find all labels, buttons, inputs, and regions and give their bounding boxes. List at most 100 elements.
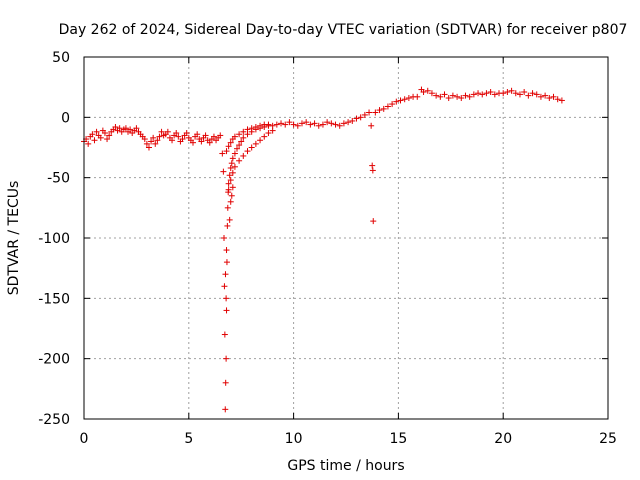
data-point — [222, 379, 229, 386]
data-point — [228, 160, 235, 167]
data-point — [91, 137, 98, 144]
data-point — [470, 91, 477, 98]
data-point — [133, 125, 140, 132]
data-point — [183, 130, 190, 137]
y-tick-label: 50 — [52, 50, 70, 66]
data-point — [152, 140, 159, 147]
y-tick-label: -50 — [47, 171, 70, 187]
data-point — [231, 150, 238, 157]
data-point — [231, 133, 238, 140]
data-point — [220, 168, 227, 175]
data-point — [319, 121, 326, 128]
data-point — [127, 126, 134, 133]
data-point — [223, 307, 230, 314]
data-point — [303, 119, 310, 126]
data-point — [345, 119, 352, 126]
data-point — [210, 133, 217, 140]
data-point — [340, 120, 347, 127]
data-point — [244, 126, 251, 133]
data-point — [393, 98, 400, 105]
data-point — [179, 136, 186, 143]
y-tick-label: -100 — [38, 231, 70, 247]
data-point — [222, 406, 229, 413]
data-point — [225, 180, 232, 187]
data-point — [240, 134, 247, 141]
data-point — [240, 152, 247, 159]
data-point — [238, 138, 245, 145]
data-point — [226, 172, 233, 179]
data-point — [143, 140, 150, 147]
data-point — [158, 128, 165, 135]
data-point — [261, 133, 268, 140]
data-point — [224, 222, 231, 229]
data-point — [236, 142, 243, 149]
data-point — [516, 91, 523, 98]
data-point — [248, 144, 255, 151]
data-point — [148, 138, 155, 145]
data-point — [542, 92, 549, 99]
data-point — [141, 136, 148, 143]
data-point — [479, 91, 486, 98]
data-point — [194, 131, 201, 138]
data-point — [223, 148, 230, 155]
data-point — [227, 177, 234, 184]
y-axis-label: SDTVAR / TECUs — [6, 181, 22, 296]
y-tick-label: -200 — [38, 352, 70, 368]
data-point — [227, 165, 234, 172]
data-point — [223, 295, 230, 302]
data-point — [366, 109, 373, 116]
data-point — [368, 122, 375, 129]
data-point — [202, 132, 209, 139]
data-point — [521, 88, 528, 95]
data-point — [252, 123, 259, 130]
data-point — [458, 95, 465, 102]
data-point — [206, 139, 213, 146]
data-point — [223, 259, 230, 266]
data-point — [370, 218, 377, 225]
data-point — [106, 132, 113, 139]
data-point — [361, 111, 368, 118]
data-point — [294, 122, 301, 129]
data-point — [357, 114, 364, 121]
data-point — [265, 121, 272, 128]
data-point — [252, 140, 259, 147]
data-point — [150, 134, 157, 141]
data-point — [376, 107, 383, 114]
y-tick-label: -250 — [38, 412, 70, 428]
data-point — [282, 121, 289, 128]
data-point — [116, 125, 123, 132]
data-points — [81, 86, 565, 413]
data-point — [234, 145, 241, 152]
data-point — [189, 139, 196, 146]
data-point — [336, 122, 343, 129]
data-point — [173, 130, 180, 137]
data-point — [384, 103, 391, 110]
data-point — [414, 93, 421, 100]
data-point — [529, 90, 536, 97]
data-point — [227, 139, 234, 146]
data-point — [504, 88, 511, 95]
data-point — [219, 150, 226, 157]
data-point — [424, 87, 431, 94]
x-tick-label: 10 — [285, 431, 303, 447]
data-point — [525, 92, 532, 99]
data-point — [225, 143, 232, 150]
data-point — [236, 131, 243, 138]
data-point — [550, 93, 557, 100]
data-point — [85, 140, 92, 147]
data-point — [290, 121, 297, 128]
data-point — [298, 120, 305, 127]
data-point — [533, 91, 540, 98]
data-point — [101, 130, 108, 137]
data-point — [311, 120, 318, 127]
data-point — [445, 95, 452, 102]
data-point — [508, 87, 515, 94]
data-point — [420, 88, 427, 95]
data-point — [307, 121, 314, 128]
x-tick-label: 15 — [389, 431, 407, 447]
data-point — [454, 93, 461, 100]
data-point — [500, 90, 507, 97]
data-point — [257, 122, 264, 129]
data-point — [244, 148, 251, 155]
data-point — [397, 97, 404, 104]
